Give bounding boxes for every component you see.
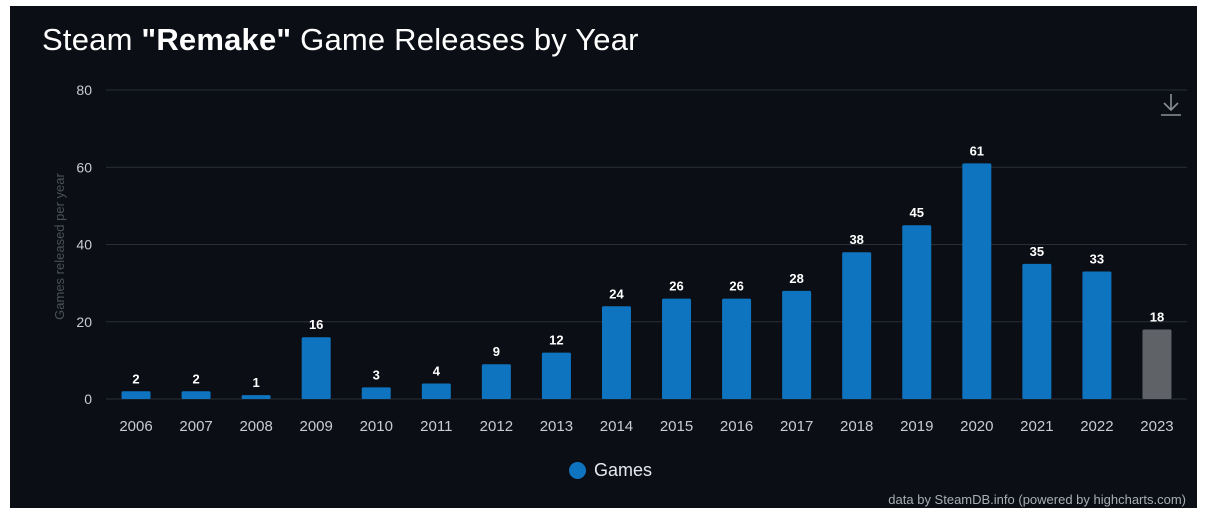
bar-2017[interactable] [782,290,812,399]
title-suffix: Game Releases by Year [291,22,639,57]
bar-2009[interactable] [301,337,331,399]
x-tick-label: 2020 [960,418,993,435]
data-label: 26 [729,279,743,294]
x-tick-label: 2008 [239,418,272,435]
bar-2020[interactable] [962,163,992,399]
bar-2008[interactable] [241,395,271,399]
data-label: 9 [493,344,500,359]
bar-2011[interactable] [421,383,451,399]
x-tick-label: 2019 [900,418,933,435]
title-emphasis: "Remake" [141,22,292,57]
data-label: 4 [433,364,441,379]
x-tick-label: 2015 [660,418,693,435]
bar-2013[interactable] [541,352,571,399]
bar-chart: 0 20 40 60 80 Games released per year 2 2006 2 20… [52,82,1187,435]
y-tick-label: 60 [76,159,92,175]
y-axis-title: Games released per year [52,172,67,319]
bar-2019[interactable] [902,225,932,399]
y-tick-label: 0 [84,391,92,407]
x-tick-label: 2016 [720,418,753,435]
x-tick-label: 2013 [540,418,573,435]
data-label: 18 [1150,309,1164,324]
data-label: 1 [253,375,260,390]
data-label: 16 [309,317,323,332]
legend-marker [569,462,586,479]
legend-item-games[interactable]: Games [569,460,652,481]
bar-2022[interactable] [1082,271,1112,399]
data-label: 28 [789,271,803,286]
data-label: 35 [1030,244,1044,259]
data-label: 61 [970,143,984,158]
data-label: 33 [1090,252,1104,267]
x-tick-label: 2007 [179,418,212,435]
x-tick-label: 2009 [300,418,333,435]
data-label: 3 [373,367,380,382]
data-label: 24 [609,286,624,301]
data-label: 2 [192,371,199,386]
bar-2006[interactable] [121,391,151,399]
bar-2010[interactable] [361,387,391,399]
download-icon[interactable] [1159,92,1183,120]
y-tick-label: 40 [76,237,92,253]
x-tick-label: 2006 [119,418,152,435]
y-tick-label: 80 [76,82,92,98]
data-label: 26 [669,279,683,294]
title-prefix: Steam [42,22,142,57]
bar-2021[interactable] [1022,263,1052,399]
x-tick-label: 2022 [1080,418,1113,435]
data-label: 12 [549,333,563,348]
chart-title: Steam "Remake" Game Releases by Year [42,22,639,58]
x-tick-label: 2011 [420,418,452,435]
data-label: 2 [132,371,139,386]
credits-text[interactable]: data by SteamDB.info (powered by highcha… [888,492,1186,507]
x-tick-label: 2018 [840,418,873,435]
bar-2015[interactable] [662,298,692,399]
bar-2016[interactable] [722,298,752,399]
x-tick-label: 2010 [360,418,393,435]
bar-2007[interactable] [181,391,211,399]
bar-2018[interactable] [842,252,872,399]
legend-label: Games [594,460,653,480]
x-tick-label: 2014 [600,418,633,435]
bar-2014[interactable] [601,306,631,399]
x-tick-label: 2021 [1020,418,1053,435]
y-tick-label: 20 [76,314,92,330]
chart-card: Steam "Remake" Game Releases by Year 0 20… [10,6,1197,508]
data-label: 38 [849,232,863,247]
data-label: 45 [910,205,924,220]
x-tick-label: 2023 [1140,418,1173,435]
bar-2023[interactable] [1142,329,1172,399]
x-tick-label: 2012 [480,418,513,435]
x-tick-label: 2017 [780,418,813,435]
bar-2012[interactable] [481,364,511,399]
